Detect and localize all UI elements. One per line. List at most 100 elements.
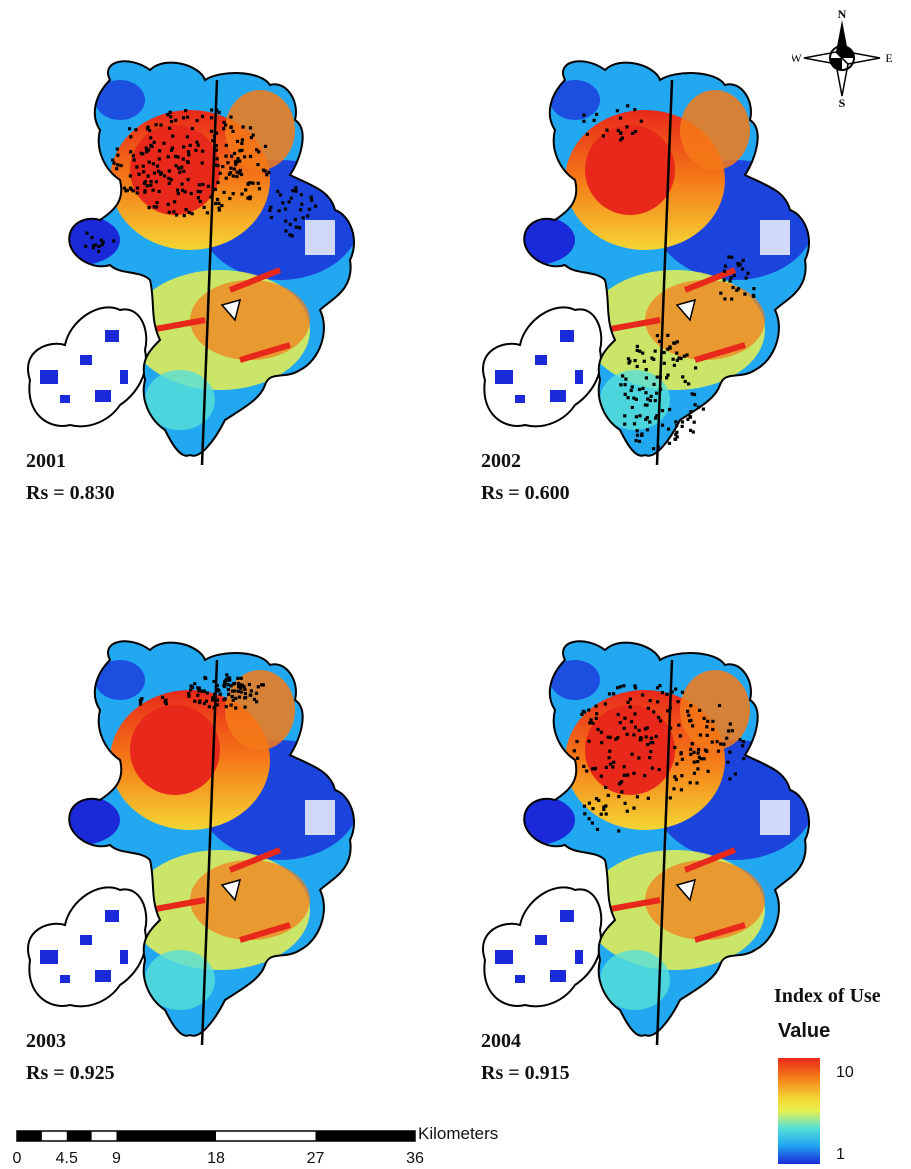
location-point [267, 170, 271, 174]
location-point [679, 788, 683, 792]
location-point [116, 153, 120, 157]
location-point [646, 397, 650, 401]
location-point [277, 209, 281, 213]
location-point [615, 109, 619, 113]
location-point [693, 403, 697, 407]
location-point [635, 795, 639, 799]
location-point [689, 747, 693, 751]
location-point [128, 186, 133, 190]
location-point [196, 196, 200, 200]
location-point [162, 141, 166, 145]
location-point [648, 399, 652, 403]
location-point [638, 349, 642, 353]
location-point [623, 383, 627, 387]
location-point [653, 399, 657, 403]
location-point [115, 167, 119, 171]
location-point [683, 379, 687, 384]
location-point [637, 387, 642, 392]
location-point [744, 276, 748, 280]
location-point [238, 171, 242, 175]
location-point [645, 428, 650, 432]
location-point [221, 165, 225, 169]
location-point [101, 240, 105, 244]
scale-segment [116, 1131, 216, 1141]
rs-value: Rs = 0.830 [26, 482, 115, 504]
location-point [229, 125, 233, 129]
location-point [672, 363, 676, 367]
location-point [217, 208, 221, 212]
location-point [675, 340, 679, 344]
sw-patch [482, 306, 603, 428]
location-point [677, 356, 681, 360]
location-point [180, 165, 184, 169]
location-point [649, 741, 653, 745]
location-point [643, 727, 647, 731]
location-point [240, 148, 244, 152]
location-point [283, 207, 288, 211]
location-point [630, 131, 635, 135]
location-point [603, 702, 607, 706]
location-point [232, 689, 237, 693]
location-point [651, 740, 655, 745]
location-point [225, 673, 229, 677]
location-point [129, 135, 133, 139]
location-point [682, 354, 686, 358]
location-point [642, 359, 646, 363]
location-point [612, 760, 616, 764]
location-point [185, 160, 190, 164]
location-point [131, 154, 135, 158]
location-point [706, 769, 710, 773]
location-point [227, 676, 232, 680]
location-point [189, 191, 193, 196]
location-point [674, 777, 678, 782]
location-point [224, 678, 228, 682]
location-point [652, 382, 656, 386]
location-point [288, 233, 292, 237]
rs-value: Rs = 0.925 [26, 1062, 115, 1084]
location-point [605, 128, 609, 132]
location-point [242, 685, 246, 689]
location-point [667, 441, 671, 445]
location-point [290, 234, 294, 238]
location-point [152, 140, 156, 144]
location-point [184, 109, 188, 113]
location-point [608, 762, 613, 766]
location-point [204, 676, 208, 681]
legend-title: Index of Use [774, 985, 881, 1007]
location-point [132, 158, 136, 162]
location-point [128, 174, 132, 178]
location-point [196, 693, 200, 697]
location-point [268, 208, 272, 212]
map-hole [675, 298, 697, 322]
location-point [254, 691, 259, 695]
scale-tick-label: 27 [306, 1150, 325, 1167]
location-point [643, 774, 647, 778]
location-point [146, 174, 150, 178]
location-point [217, 110, 221, 114]
location-point [633, 130, 638, 134]
location-point [652, 447, 656, 451]
location-point [706, 719, 710, 723]
location-point [167, 169, 171, 173]
location-point [198, 190, 203, 194]
location-point [660, 423, 665, 427]
location-point [138, 702, 142, 706]
location-point [711, 727, 715, 732]
location-point [688, 781, 692, 785]
location-point [265, 173, 269, 177]
location-point [172, 210, 176, 214]
location-point [674, 432, 678, 437]
location-point [673, 437, 678, 441]
location-point [240, 172, 244, 177]
location-point [726, 729, 731, 733]
location-point [680, 420, 685, 424]
location-point [167, 181, 171, 185]
location-point [637, 728, 641, 732]
location-point [648, 420, 652, 424]
location-point [138, 698, 142, 703]
location-point [164, 702, 168, 706]
location-point [197, 686, 201, 690]
location-point [632, 806, 636, 810]
location-point [148, 128, 152, 133]
location-point [659, 387, 663, 391]
